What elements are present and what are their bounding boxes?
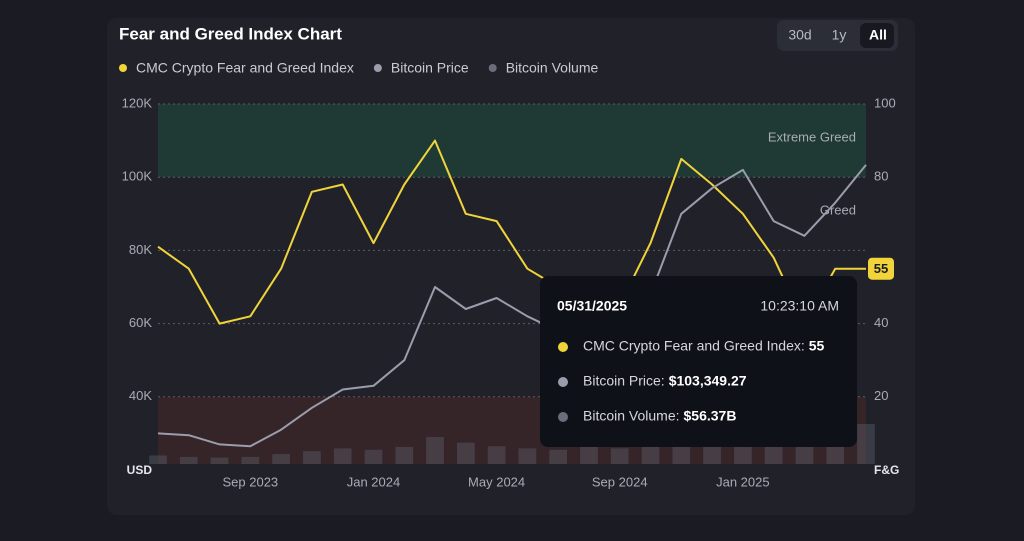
y2-axis-label: F&G [874, 463, 899, 477]
volume-bar [456, 442, 475, 464]
volume-bar [610, 448, 629, 464]
tooltip-label: CMC Crypto Fear and Greed Index: [583, 338, 805, 354]
volume-bar [857, 424, 875, 464]
volume-bar [333, 448, 352, 464]
chart-title: Fear and Greed Index Chart [119, 24, 342, 43]
current-badge [868, 257, 894, 280]
current-badge-label: 55 [874, 261, 888, 276]
legend-dot [119, 64, 127, 72]
volume-bar [641, 446, 660, 464]
volume-bar [580, 446, 598, 464]
range-button-active[interactable] [860, 23, 894, 48]
legend-label: CMC Crypto Fear and Greed Index [136, 60, 354, 76]
y-tick-label: 120K [122, 95, 153, 110]
tooltip [540, 276, 857, 447]
range-button[interactable]: 30d [788, 27, 811, 43]
zone-label: Extreme Greed [768, 129, 856, 144]
zone-label: Greed [820, 203, 856, 218]
volume-bar [426, 437, 444, 464]
y-tick-label: 60K [129, 315, 152, 330]
volume-bar [149, 455, 167, 464]
x-tick-label: Jan 2025 [716, 474, 770, 489]
x-tick-label: Sep 2024 [592, 474, 648, 489]
y-tick-label: 100K [122, 169, 153, 184]
range-button[interactable]: All [869, 27, 887, 43]
y2-tick-label: 80 [874, 169, 888, 184]
y-tick-label: 80K [129, 242, 152, 257]
y2-tick-label: 100 [874, 95, 896, 110]
volume-bar [210, 457, 229, 464]
legend-dot [373, 64, 382, 72]
y-axis-label: USD [127, 463, 153, 477]
tooltip-dot [558, 342, 568, 352]
tooltip-label: Bitcoin Volume: [583, 408, 680, 424]
volume-bar [364, 449, 383, 464]
y2-tick-label: 20 [874, 388, 888, 403]
x-tick-label: Sep 2023 [223, 474, 279, 489]
tooltip-time: 10:23:10 AM [760, 298, 839, 314]
volume-bar [395, 446, 414, 464]
legend-label: Bitcoin Volume [506, 60, 599, 76]
y2-tick-label: 40 [874, 315, 888, 330]
range-button[interactable]: 1y [832, 27, 847, 43]
x-tick-label: Jan 2024 [347, 474, 401, 489]
volume-bar [303, 451, 321, 464]
tooltip-label: Bitcoin Price: [583, 373, 665, 389]
series-line [157, 139, 866, 325]
volume-bar [795, 442, 814, 464]
series-line [157, 164, 867, 448]
tooltip-dot [558, 412, 568, 422]
legend-label: Bitcoin Price [391, 60, 469, 76]
volume-bar [241, 456, 260, 464]
tooltip-value: $56.37B [684, 408, 737, 424]
volume-bar [272, 454, 290, 464]
volume-bar [487, 446, 506, 464]
volume-bar [826, 444, 845, 464]
volume-bar [549, 449, 568, 464]
tooltip-value: 55 [809, 338, 825, 354]
x-tick-label: May 2024 [468, 474, 525, 489]
tooltip-date: 05/31/2025 [557, 298, 627, 314]
volume-bar [518, 448, 537, 464]
volume-bar [179, 456, 198, 464]
tooltip-value: $103,349.27 [669, 373, 747, 389]
zone-band [158, 104, 866, 178]
legend-dot [488, 64, 497, 72]
y-tick-label: 40K [129, 388, 152, 403]
tooltip-dot [558, 377, 568, 387]
